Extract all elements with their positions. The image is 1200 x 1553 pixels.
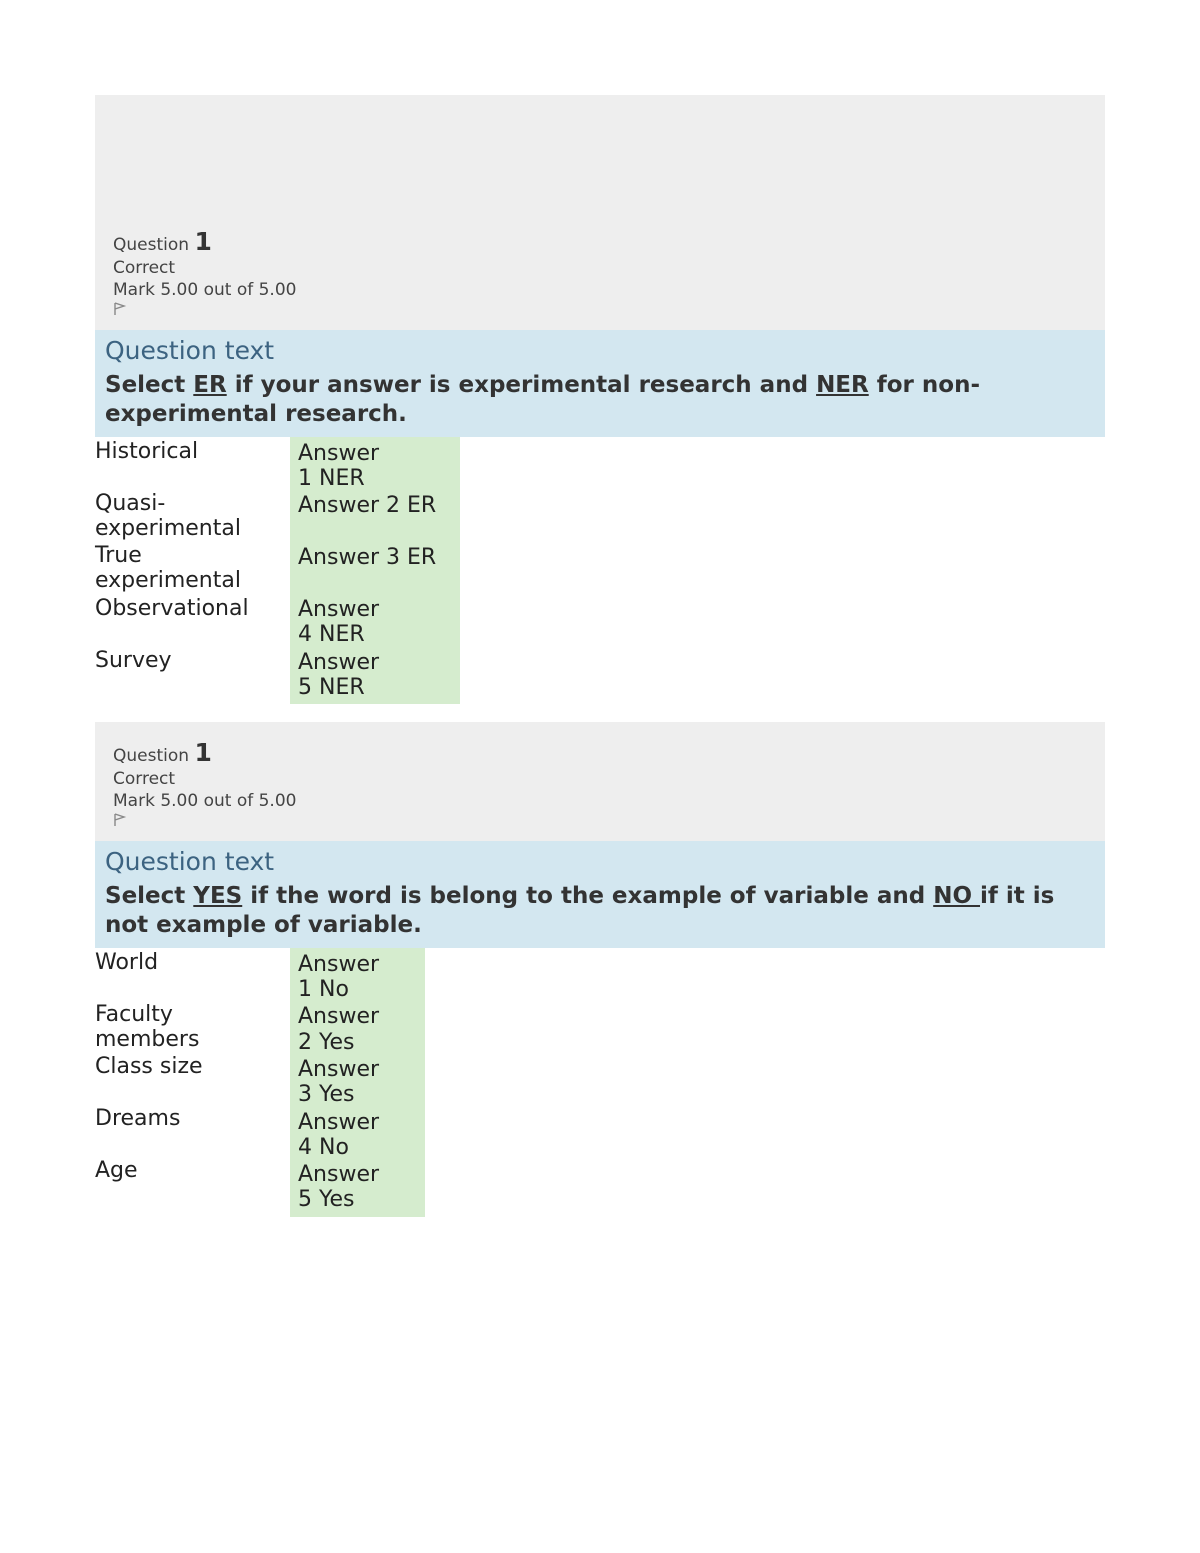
item-answer: Answer3 Yes — [298, 1055, 419, 1108]
item-label: Faculty members — [95, 1000, 284, 1053]
prompt-underline: NO — [933, 883, 980, 909]
item-answer: Answer4 No — [298, 1108, 419, 1161]
question-status: Correct — [113, 258, 1087, 278]
answers-table: HistoricalQuasi-experimentalTrue experim… — [95, 437, 1105, 705]
question-prompt: Select YES if the word is belong to the … — [95, 880, 1105, 948]
answers-table: WorldFaculty membersClass sizeDreamsAgeA… — [95, 948, 1105, 1217]
question-prompt: Select ER if your answer is experimental… — [95, 369, 1105, 437]
question-header: Question 1CorrectMark 5.00 out of 5.00 — [95, 95, 1105, 330]
question-number: 1 — [194, 227, 211, 256]
item-label: Dreams — [95, 1104, 284, 1156]
labels-column: HistoricalQuasi-experimentalTrue experim… — [95, 437, 290, 705]
question-text-heading-bar: Question text — [95, 330, 1105, 369]
question-text-heading-bar: Question text — [95, 841, 1105, 880]
item-answer: Answer5 NER — [298, 648, 454, 701]
flag-icon[interactable] — [113, 813, 1087, 831]
question-spacer — [95, 704, 1105, 722]
prompt-underline: ER — [193, 372, 226, 398]
item-answer: Answer5 Yes — [298, 1160, 419, 1213]
flag-icon[interactable] — [113, 302, 1087, 320]
item-answer: Answer1 No — [298, 950, 419, 1003]
question-number: 1 — [194, 738, 211, 767]
question-status: Correct — [113, 769, 1087, 789]
question-label-line: Question 1 — [113, 227, 1087, 256]
question-label-line: Question 1 — [113, 738, 1087, 767]
item-label: Age — [95, 1156, 284, 1208]
item-label: Class size — [95, 1052, 284, 1104]
answers-column: Answer1 NoAnswer2 YesAnswer3 YesAnswer4 … — [290, 948, 425, 1217]
labels-column: WorldFaculty membersClass sizeDreamsAge — [95, 948, 290, 1217]
item-answer: Answer 3 ER — [298, 543, 454, 595]
question-mark: Mark 5.00 out of 5.00 — [113, 791, 1087, 811]
question-header: Question 1CorrectMark 5.00 out of 5.00 — [95, 722, 1105, 841]
item-answer: Answer2 Yes — [298, 1002, 419, 1055]
question-text-heading: Question text — [105, 847, 1095, 876]
question-mark: Mark 5.00 out of 5.00 — [113, 280, 1087, 300]
item-label: Historical — [95, 437, 284, 489]
item-answer: Answer1 NER — [298, 439, 454, 492]
prompt-underline: YES — [193, 883, 242, 909]
item-label: Observational — [95, 594, 284, 646]
item-answer: Answer 2 ER — [298, 491, 454, 543]
answers-column: Answer1 NERAnswer 2 ERAnswer 3 ERAnswer4… — [290, 437, 460, 705]
item-label: True experimental — [95, 541, 284, 594]
item-label: World — [95, 948, 284, 1000]
question-text-heading: Question text — [105, 336, 1095, 365]
item-label: Survey — [95, 646, 284, 698]
prompt-underline: NER — [816, 372, 869, 398]
item-label: Quasi-experimental — [95, 489, 284, 542]
item-answer: Answer4 NER — [298, 595, 454, 648]
